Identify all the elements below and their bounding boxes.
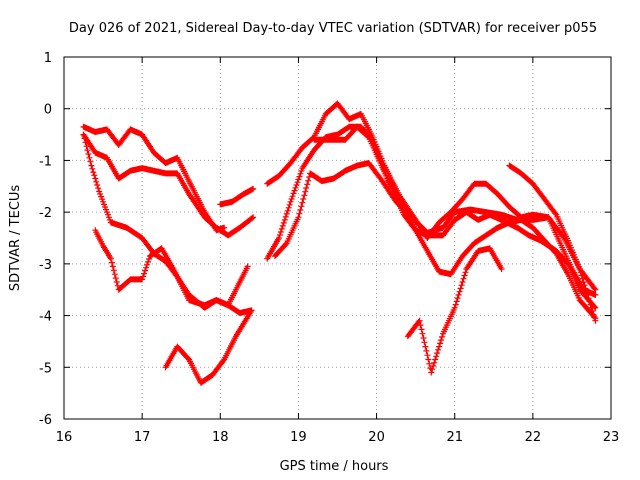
data-point-markers xyxy=(92,227,255,316)
y-tick-label: 0 xyxy=(44,103,52,118)
series-track-12 xyxy=(506,162,599,324)
data-point-markers xyxy=(404,245,505,376)
data-point-markers xyxy=(311,123,599,322)
ticks-layer xyxy=(63,56,612,420)
x-tick-label: 22 xyxy=(525,430,542,445)
x-tick-label: 18 xyxy=(212,430,229,445)
y-tick-label: -5 xyxy=(39,361,52,376)
chart-title: Day 026 of 2021, Sidereal Day-to-day VTE… xyxy=(69,21,597,36)
y-tick-label: -2 xyxy=(39,206,52,221)
y-tick-label: -6 xyxy=(39,413,52,428)
y-tick-label: -3 xyxy=(39,258,52,273)
y-tick-label: -1 xyxy=(39,154,52,169)
data-point-markers xyxy=(217,185,257,208)
grid-layer xyxy=(64,57,611,419)
x-tick-label: 17 xyxy=(134,430,151,445)
series-track-6 xyxy=(162,307,255,386)
series-track-11 xyxy=(311,123,599,322)
plot-frame xyxy=(63,56,612,420)
series-track-2 xyxy=(217,185,257,208)
series-track-5 xyxy=(92,227,255,316)
x-tick-label: 20 xyxy=(368,430,385,445)
x-axis-label: GPS time / hours xyxy=(280,459,389,474)
x-tick-label: 19 xyxy=(290,430,307,445)
data-point-markers xyxy=(506,162,599,324)
y-tick-label: -4 xyxy=(39,310,52,325)
data-points-layer xyxy=(80,100,599,386)
tick-labels-layer: 16 17 18 19 20 21 22 23 -6 -5 -4 -3 -2 -1 0 1 xyxy=(39,51,619,445)
x-tick-label: 23 xyxy=(603,430,620,445)
series-track-10 xyxy=(404,245,505,376)
x-tick-label: 16 xyxy=(56,430,73,445)
x-tick-label: 21 xyxy=(446,430,463,445)
y-axis-label: SDTVAR / TECUs xyxy=(8,185,23,292)
y-tick-label: 1 xyxy=(44,51,52,66)
data-point-markers xyxy=(162,307,255,386)
